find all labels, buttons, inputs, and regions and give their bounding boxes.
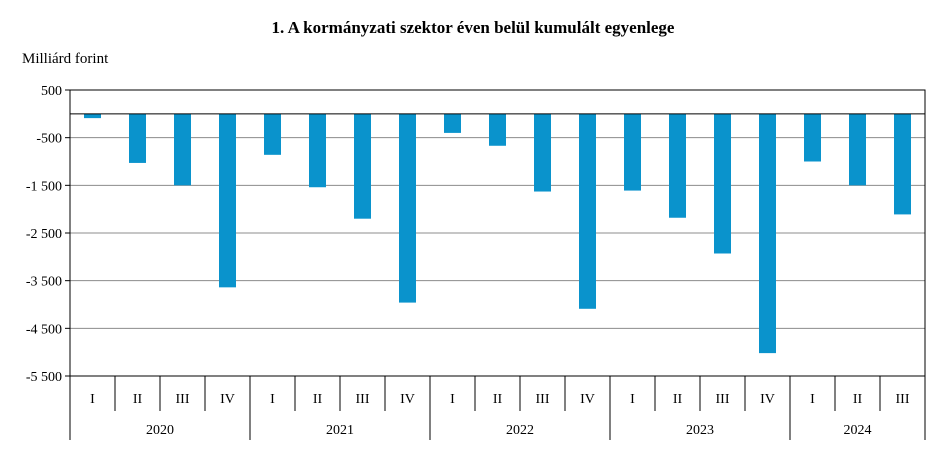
y-tick-label: -500 [36,132,62,147]
quarter-label: IV [760,392,775,407]
y-tick-label: -1 500 [26,179,62,194]
bar-2022-I [444,113,461,133]
quarter-label: I [810,392,815,407]
bar-2023-II [669,113,686,218]
bar-2021-I [264,113,281,155]
quarter-label: IV [220,392,235,407]
bar-2020-II [129,113,146,163]
quarter-label: III [896,392,910,407]
year-label-2022: 2022 [506,423,534,438]
bar-2021-II [309,113,326,188]
bar-2024-I [804,113,821,162]
year-label-2024: 2024 [844,423,872,438]
quarter-label: I [270,392,275,407]
bar-2022-III [534,113,551,192]
quarter-label: I [450,392,455,407]
bars [84,113,911,354]
quarter-label: III [356,392,370,407]
y-tick-label: 500 [41,84,62,99]
quarter-label: II [853,392,863,407]
bar-2020-I [84,113,101,119]
y-tick-label: -2 500 [26,227,62,242]
y-tick-label: -5 500 [26,370,62,385]
quarter-label: II [673,392,683,407]
bar-2024-II [849,113,866,186]
quarter-label: I [630,392,635,407]
quarter-label: III [536,392,550,407]
bar-2022-IV [579,113,596,309]
year-label-2020: 2020 [146,423,174,438]
bar-2020-III [174,113,191,186]
quarter-label: III [176,392,190,407]
bar-2023-IV [759,113,776,354]
bar-2021-IV [399,113,416,303]
bar-2024-III [894,113,911,215]
bar-2020-IV [219,113,236,288]
quarter-label: II [493,392,503,407]
bar-2021-III [354,113,371,219]
year-label-2021: 2021 [326,423,354,438]
bar-2022-II [489,113,506,146]
quarter-label: III [716,392,730,407]
quarter-label: II [133,392,143,407]
quarter-label: II [313,392,323,407]
quarter-label: IV [580,392,595,407]
quarter-label: I [90,392,95,407]
axes [65,89,926,440]
y-tick-label: -4 500 [26,322,62,337]
bar-2023-III [714,113,731,254]
chart-title: 1. A kormányzati szektor éven belül kumu… [271,18,675,37]
bar-2023-I [624,113,641,191]
quarter-label: IV [400,392,415,407]
y-axis-unit-label: Milliárd forint [22,51,109,67]
year-label-2023: 2023 [686,423,714,438]
y-tick-label: -3 500 [26,275,62,290]
